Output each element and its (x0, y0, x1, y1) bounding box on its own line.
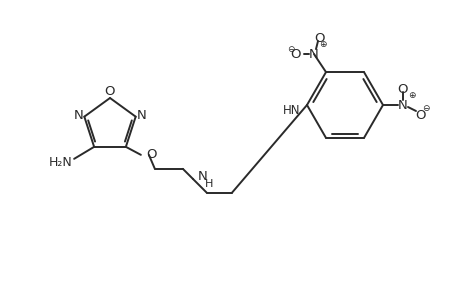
Text: HN: HN (283, 103, 300, 116)
Text: N: N (308, 48, 318, 61)
Text: N: N (197, 170, 207, 183)
Text: O: O (314, 32, 325, 45)
Text: ⊕: ⊕ (407, 91, 414, 100)
Text: O: O (105, 85, 115, 98)
Text: ⊕: ⊕ (318, 40, 326, 49)
Text: ⊖: ⊖ (421, 103, 429, 112)
Text: O: O (146, 148, 156, 161)
Text: O: O (397, 82, 408, 95)
Text: O: O (415, 109, 425, 122)
Text: N: N (397, 98, 407, 112)
Text: N: N (73, 109, 83, 122)
Text: ⊖: ⊖ (286, 45, 294, 54)
Text: N: N (136, 109, 146, 122)
Text: H: H (204, 179, 213, 189)
Text: H₂N: H₂N (48, 156, 72, 169)
Text: O: O (290, 48, 301, 61)
